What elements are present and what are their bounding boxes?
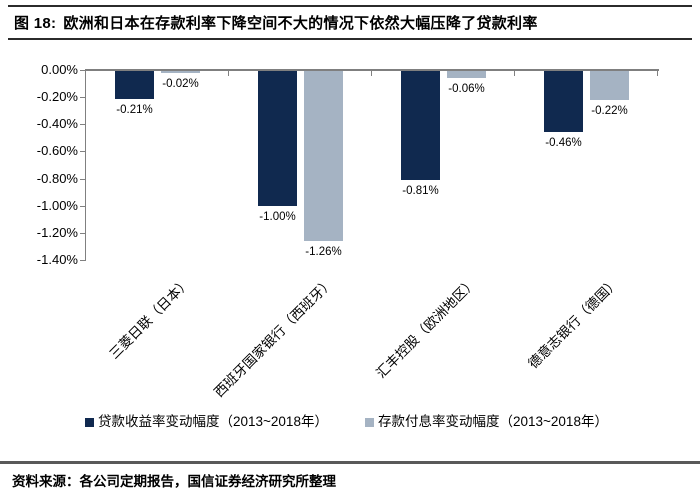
source-note: 资料来源：各公司定期报告，国信证券经济研究所整理: [12, 474, 336, 489]
y-axis-tick-label: -0.20%: [36, 89, 78, 105]
legend-item-deposit-cost: 存款付息率变动幅度（2013~2018年）: [365, 410, 608, 429]
legend-label-loan-yield: 贷款收益率变动幅度（2013~2018年）: [98, 414, 328, 429]
figure-number-label: 图 18:: [14, 15, 57, 32]
x-axis-tick-mark: [228, 71, 229, 76]
bar-series-1: [447, 70, 486, 79]
y-axis-tick-mark: [80, 205, 86, 207]
category-label: 西班牙国家银行（西班牙）: [210, 274, 336, 400]
bar-value-label: -0.06%: [448, 83, 485, 96]
legend-swatch-deposit-cost: [365, 418, 374, 427]
title-bottom-rule: [8, 38, 692, 40]
y-axis-tick-mark: [80, 260, 86, 261]
x-axis-tick-mark: [371, 71, 372, 76]
bar-series-1: [304, 70, 343, 241]
x-axis-tick-mark: [85, 71, 86, 76]
y-axis-tick-label: -0.60%: [36, 143, 78, 159]
y-axis-tick-mark: [80, 124, 86, 126]
bar-value-label: -0.21%: [116, 103, 153, 116]
y-axis-tick-label: 0.00%: [41, 62, 78, 77]
category-label: 三菱日联（日本）: [105, 274, 193, 362]
y-axis-tick-mark: [80, 178, 86, 180]
legend-item-loan-yield: 贷款收益率变动幅度（2013~2018年）: [85, 410, 328, 429]
source-divider-rule: [0, 461, 700, 464]
bar-series-1: [161, 70, 200, 73]
y-axis-tick-mark: [80, 70, 86, 71]
figure-title-text: 欧洲和日本在存款利率下降空间不大的情况下依然大幅压降了贷款利率: [63, 15, 538, 32]
y-axis-tick-mark: [80, 97, 86, 99]
y-axis-tick-label: -1.00%: [36, 197, 78, 213]
figure-title: 图 18: 欧洲和日本在存款利率下降空间不大的情况下依然大幅压降了贷款利率: [14, 12, 690, 33]
x-axis-tick-mark: [657, 71, 658, 76]
bar-value-label: -0.81%: [402, 184, 439, 197]
y-axis-tick-label: -1.20%: [36, 224, 78, 240]
y-axis-tick-mark: [80, 232, 86, 234]
bar-series-0: [258, 70, 297, 206]
bar-value-label: -0.22%: [591, 104, 628, 117]
y-axis-line: [85, 70, 86, 260]
y-axis-tick-label: -0.80%: [36, 170, 78, 186]
x-axis-zero-line: [85, 69, 659, 71]
bar-series-0: [401, 70, 440, 180]
bar-value-label: -1.26%: [305, 246, 342, 258]
bar-value-label: -1.00%: [259, 210, 296, 223]
bar-series-0: [115, 70, 154, 99]
category-label: 德意志银行（德国）: [525, 274, 622, 372]
y-axis-tick-mark: [80, 151, 86, 153]
legend-swatch-loan-yield: [85, 418, 94, 427]
title-top-rule: [8, 5, 692, 7]
y-axis-tick-label: -0.40%: [36, 116, 78, 132]
y-axis-tick-label: -1.40%: [36, 252, 78, 267]
bar-series-0: [544, 70, 583, 133]
legend-label-deposit-cost: 存款付息率变动幅度（2013~2018年）: [378, 414, 608, 429]
bar-value-label: -0.02%: [162, 77, 199, 90]
category-label: 汇丰控股（欧洲地区）: [372, 274, 479, 381]
bar-value-label: -0.46%: [545, 137, 582, 150]
bar-series-1: [590, 70, 629, 100]
x-axis-tick-mark: [514, 71, 515, 76]
